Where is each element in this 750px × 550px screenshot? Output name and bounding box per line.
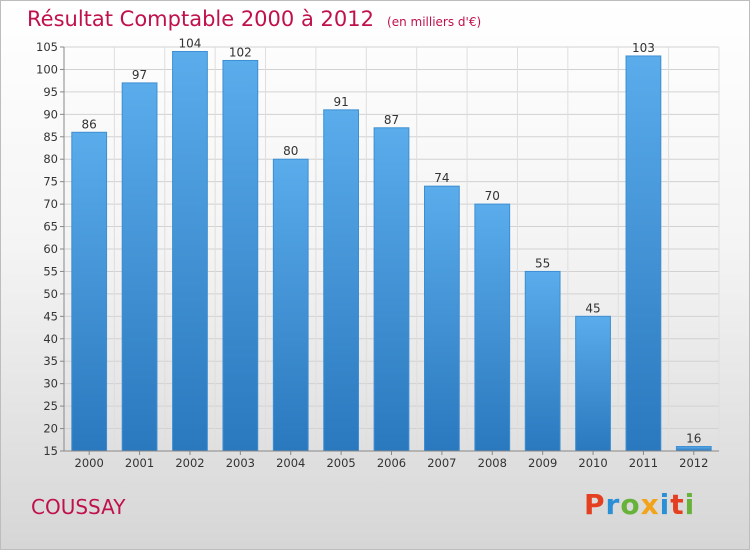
data-label-2011: 103 [632,41,655,55]
chart-title: Résultat Comptable 2000 à 2012 [27,7,374,31]
data-label-2009: 55 [535,256,550,270]
proxiti-logo: Proxiti [584,488,695,521]
data-label-2012: 16 [686,432,701,446]
data-label-2001: 97 [132,68,147,82]
y-tick-label: 50 [43,287,58,301]
y-tick-label: 35 [43,354,58,368]
x-tick-label-2011: 2011 [629,456,658,470]
y-tick-label: 25 [43,399,58,413]
x-tick-label-2004: 2004 [276,456,305,470]
data-label-2008: 70 [485,189,500,203]
x-tick-label-2003: 2003 [226,456,255,470]
logo-letter: i [659,488,671,521]
y-tick-label: 45 [43,309,58,323]
logo-letter: x [640,488,660,521]
bar-2002 [172,50,208,452]
logo-letter: r [605,488,621,521]
bar-2010 [575,315,611,452]
logo-letter: t [670,488,685,521]
bar-2009 [524,270,561,452]
data-label-2007: 74 [434,171,449,185]
x-tick-label-2006: 2006 [377,456,406,470]
x-tick-label-2009: 2009 [528,456,557,470]
bar-2005 [323,109,359,452]
y-tick-label: 80 [43,152,58,166]
chart-subtitle: (en milliers d'€) [387,15,482,29]
axis-layer: 15 20 25 30 35 40 45 50 55 60 65 70 75 80 85 90 95 100 105… [36,40,719,470]
data-label-2006: 87 [384,113,399,127]
bar-layer: 86 97 104 102 80 91 87 74 70 55 45 103 16 [71,36,712,452]
bar-2001 [121,82,158,452]
y-tick-label: 75 [43,175,58,189]
data-label-2003: 102 [229,45,252,59]
bar-2003 [222,59,259,452]
data-label-2004: 80 [283,144,298,158]
bar-2007 [424,185,460,452]
y-tick-label: 85 [43,130,58,144]
y-tick-label: 30 [43,377,58,391]
y-tick-label: 70 [43,197,58,211]
x-tick-label-2001: 2001 [125,456,154,470]
logo-letter: i [684,488,696,521]
bar-2000 [71,131,108,452]
data-label-2000: 86 [82,117,97,131]
city-label: COUSSAY [31,495,126,519]
y-tick-label: 40 [43,332,58,346]
y-tick-label: 20 [43,422,58,436]
bar-2012 [675,446,712,452]
y-tick-label: 100 [36,62,58,76]
x-tick-label-2012: 2012 [679,456,708,470]
bar-2004 [272,158,309,452]
bar-2006 [373,127,410,452]
bar-2008 [474,203,511,452]
y-tick-label: 55 [43,264,58,278]
x-tick-label-2010: 2010 [578,456,607,470]
x-tick-label-2002: 2002 [175,456,204,470]
logo-letter: o [620,488,641,521]
x-tick-label-2008: 2008 [478,456,507,470]
data-label-2005: 91 [333,95,348,109]
x-tick-label-2005: 2005 [326,456,355,470]
y-tick-label: 65 [43,220,58,234]
data-label-2010: 45 [585,301,600,315]
logo-letter: P [584,488,606,521]
data-label-2002: 104 [179,36,202,50]
x-tick-label-2000: 2000 [75,456,104,470]
y-tick-label: 105 [36,40,58,54]
x-tick-label-2007: 2007 [427,456,456,470]
bar-2011 [625,55,662,452]
y-tick-label: 60 [43,242,58,256]
y-tick-label: 90 [43,107,58,121]
y-tick-label: 15 [43,444,58,458]
title-row: Résultat Comptable 2000 à 2012 (en milli… [27,7,481,31]
y-tick-label: 95 [43,85,58,99]
